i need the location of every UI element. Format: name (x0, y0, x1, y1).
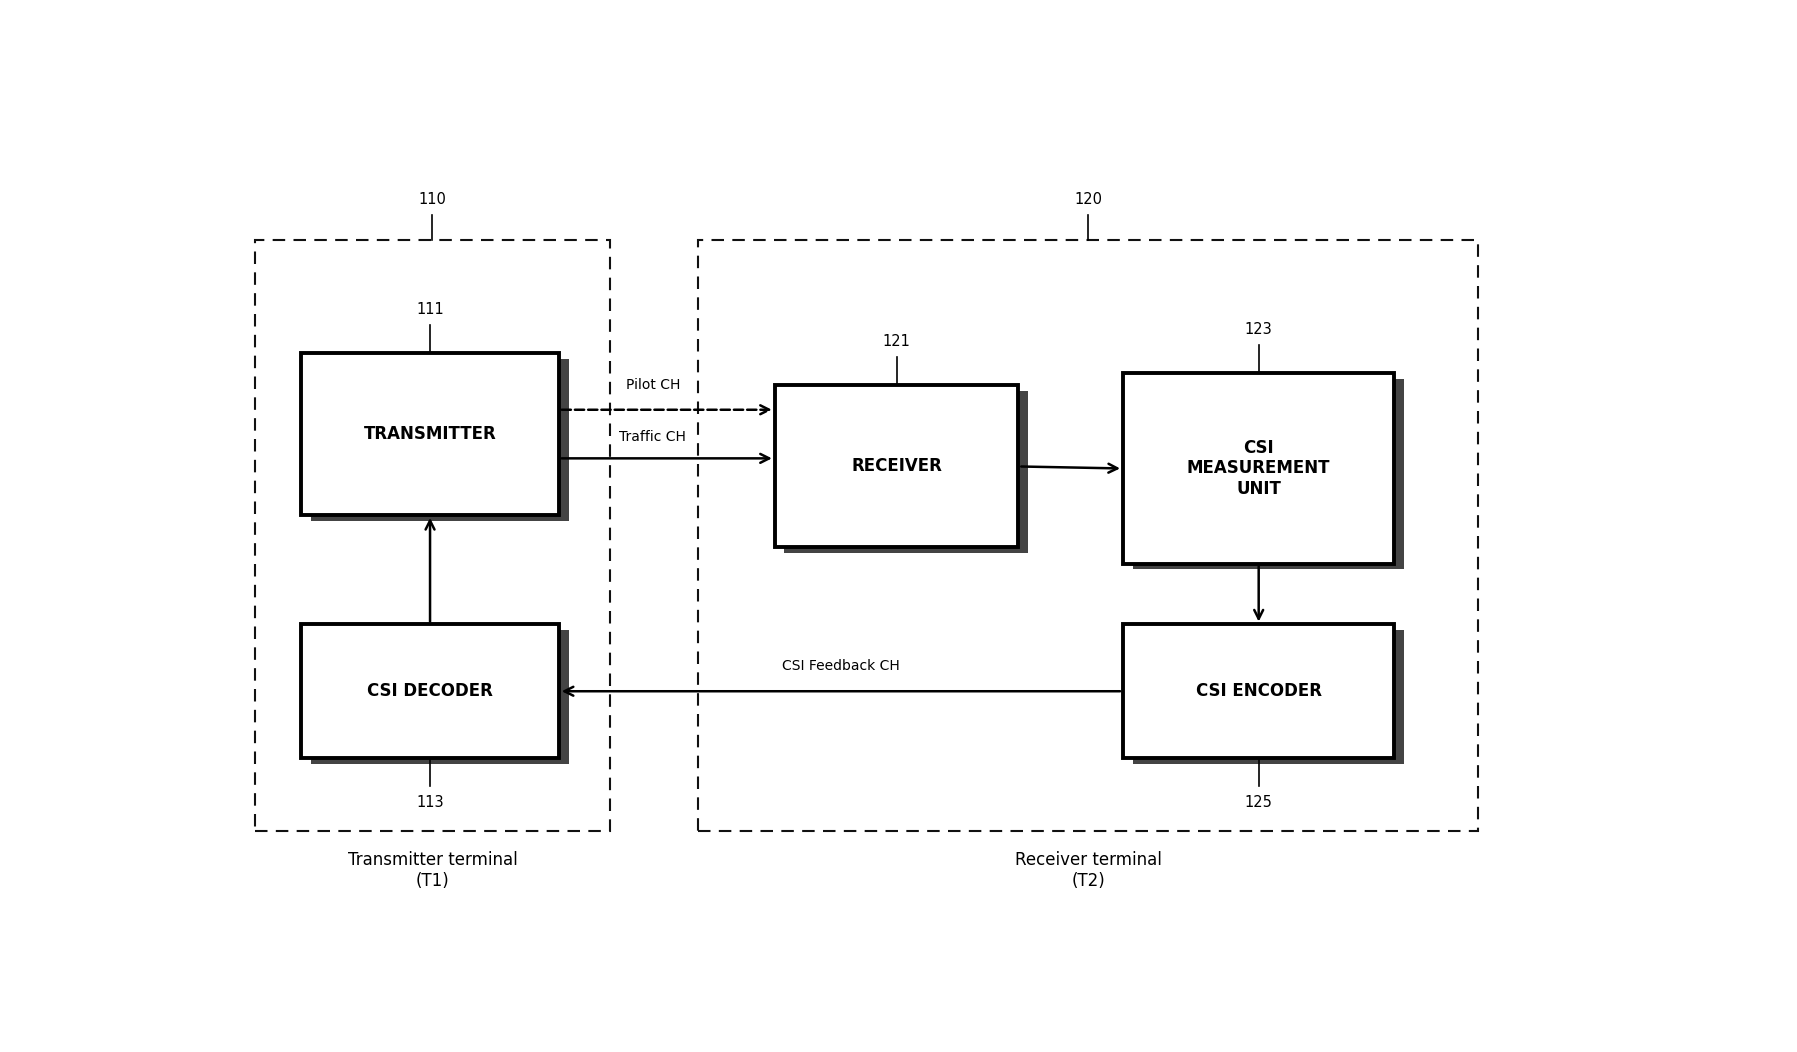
Text: CSI ENCODER: CSI ENCODER (1195, 683, 1321, 701)
Bar (302, 353, 559, 515)
Bar (1132, 630, 1403, 764)
Text: 125: 125 (1245, 794, 1272, 810)
Text: Transmitter terminal
(T1): Transmitter terminal (T1) (349, 851, 518, 890)
Bar (785, 391, 1028, 553)
Bar (311, 630, 568, 764)
Text: 110: 110 (419, 193, 446, 207)
Text: 120: 120 (1075, 193, 1102, 207)
Bar (255, 240, 611, 831)
Text: TRANSMITTER: TRANSMITTER (363, 425, 496, 443)
Text: Receiver terminal
(T2): Receiver terminal (T2) (1015, 851, 1161, 890)
Text: Pilot CH: Pilot CH (625, 378, 679, 392)
Bar (697, 240, 1477, 831)
Text: Traffic CH: Traffic CH (620, 430, 686, 444)
Text: CSI DECODER: CSI DECODER (367, 683, 492, 701)
Text: 121: 121 (882, 333, 911, 349)
Text: 111: 111 (417, 302, 444, 317)
Bar (311, 359, 568, 521)
Bar (1123, 625, 1394, 758)
Bar (1123, 373, 1394, 564)
Text: RECEIVER: RECEIVER (852, 458, 942, 476)
Text: 113: 113 (417, 794, 444, 810)
Bar (302, 625, 559, 758)
Bar (1132, 379, 1403, 569)
Bar (775, 385, 1019, 547)
Text: 123: 123 (1245, 322, 1272, 337)
Text: CSI
MEASUREMENT
UNIT: CSI MEASUREMENT UNIT (1188, 439, 1330, 499)
Text: CSI Feedback CH: CSI Feedback CH (782, 660, 900, 673)
